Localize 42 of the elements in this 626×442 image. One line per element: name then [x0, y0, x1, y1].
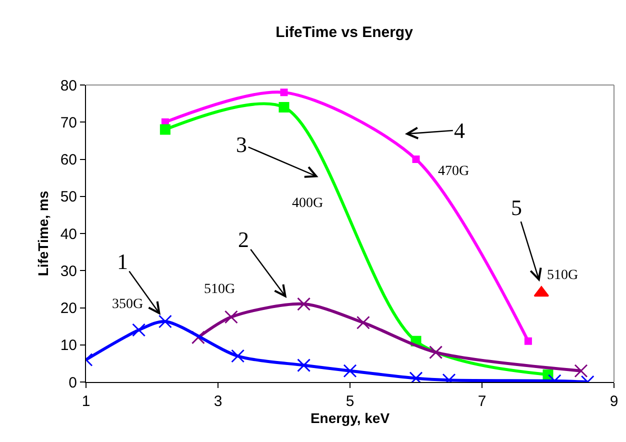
point: [231, 349, 245, 363]
x-tick-label: 3: [214, 393, 222, 410]
point: [160, 124, 170, 135]
point: [429, 346, 443, 360]
x-tick-label: 5: [346, 393, 354, 410]
annotation: 4: [454, 118, 465, 143]
point: [278, 102, 290, 113]
y-tick-label: 40: [60, 226, 77, 243]
x-tick-label: 7: [478, 393, 486, 410]
point: [297, 358, 311, 372]
y-tick-label: 70: [60, 114, 77, 132]
point: [132, 323, 146, 337]
annotation: 350G: [112, 297, 144, 312]
point: [343, 364, 357, 378]
annotation: 3: [236, 132, 247, 157]
x-tick-label: 1: [82, 393, 90, 410]
annotation: 5: [511, 195, 522, 220]
y-tick-label: 20: [60, 300, 77, 317]
chart-title: LifeTime vs Energy: [276, 24, 414, 42]
point: [224, 310, 238, 324]
annotation: 470G: [438, 164, 470, 179]
x-axis-title: Energy, keV: [310, 410, 390, 426]
y-tick-label: 0: [68, 374, 77, 392]
annotation: 510G: [547, 268, 578, 283]
annotation: 2: [238, 227, 249, 252]
point: [412, 156, 420, 163]
y-tick-label: 80: [60, 77, 77, 94]
annotation: 1: [117, 249, 128, 274]
annotation: 510G: [204, 282, 236, 297]
point: [158, 314, 172, 328]
point: [574, 364, 588, 378]
y-tick-label: 50: [60, 188, 77, 206]
point: [524, 337, 532, 345]
y-tick-label: 30: [60, 262, 77, 280]
y-axis-title: LifeTime, ms: [34, 190, 51, 276]
y-tick-label: 10: [60, 337, 77, 354]
x-tick-label: 9: [610, 393, 618, 410]
y-tick-label: 60: [60, 152, 77, 168]
point: [297, 297, 311, 311]
annotation: 400G: [292, 196, 324, 211]
point: [356, 316, 370, 330]
point: [280, 88, 288, 96]
